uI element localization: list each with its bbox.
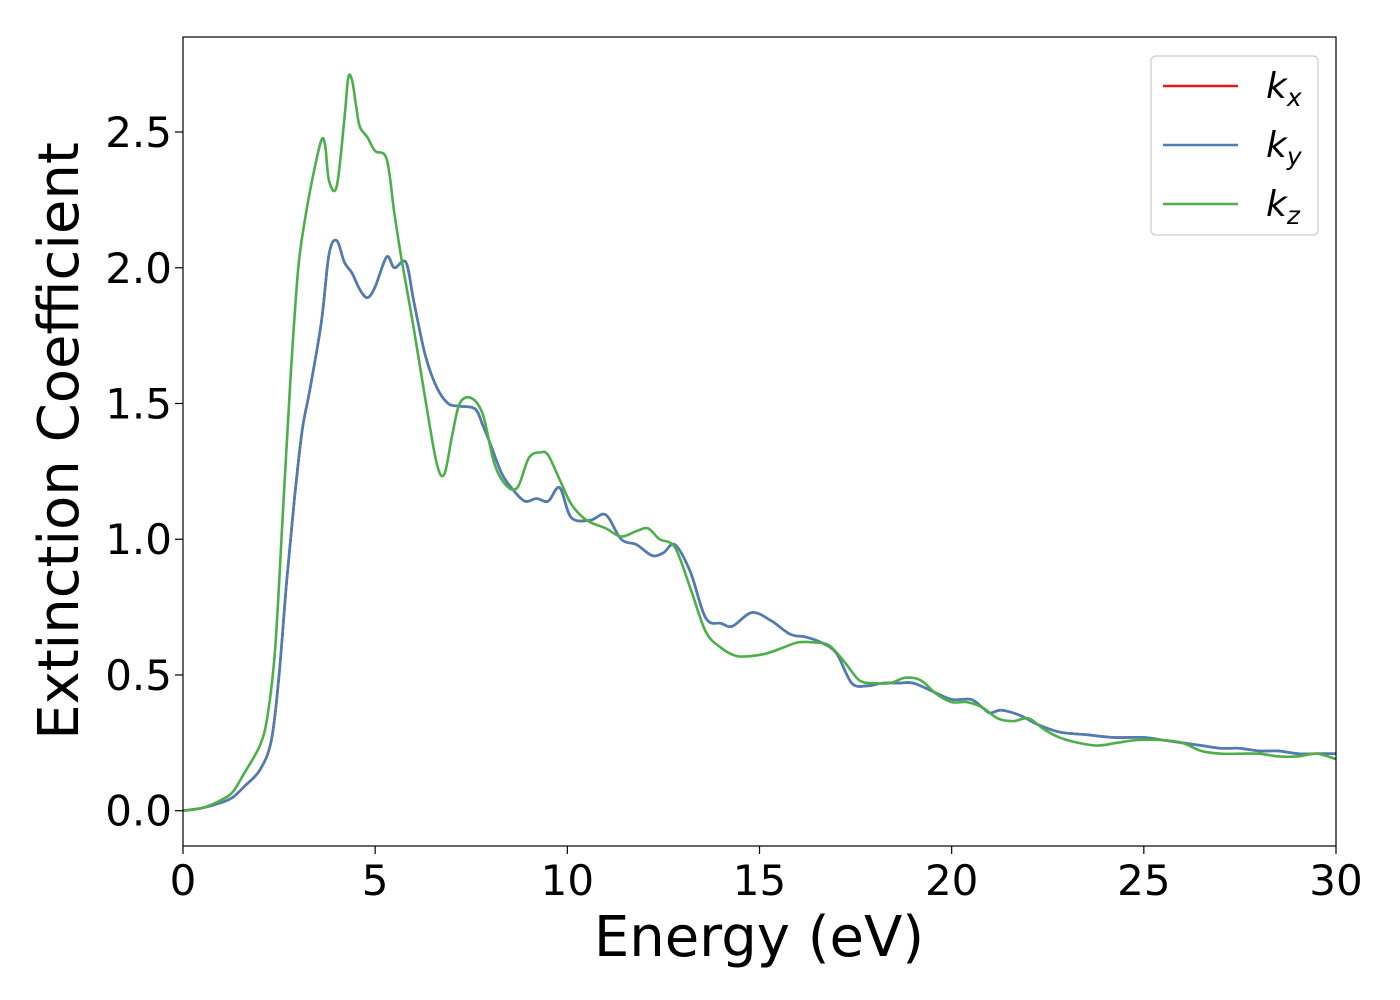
y-tick-label: 2.5 bbox=[105, 108, 172, 157]
x-tick-label: 5 bbox=[362, 856, 389, 905]
y-tick-label: 2.0 bbox=[105, 244, 172, 293]
y-tick-label: 0.0 bbox=[105, 787, 172, 836]
x-axis-label: Energy (eV) bbox=[594, 905, 924, 970]
legend-label: kz bbox=[1266, 184, 1301, 230]
series-line-k-z bbox=[183, 73, 1336, 813]
series-layer bbox=[183, 73, 1336, 813]
y-tick-label: 1.0 bbox=[105, 515, 172, 564]
x-tick-label: 0 bbox=[170, 856, 197, 905]
y-axis-label: Extinction Coefficient bbox=[27, 142, 92, 740]
y-tick-label: 0.5 bbox=[105, 651, 172, 700]
x-tick-label: 30 bbox=[1309, 856, 1362, 905]
series-line-k-y bbox=[183, 238, 1336, 813]
x-axis-ticks: 0 5 10 15 20 25 30 bbox=[170, 846, 1363, 905]
y-tick-label: 1.5 bbox=[105, 379, 172, 428]
legend: kx ky kz bbox=[1150, 55, 1319, 236]
legend-label: ky bbox=[1266, 125, 1303, 171]
y-axis-ticks: 0.0 0.5 1.0 1.5 2.0 2.5 bbox=[105, 108, 183, 836]
x-tick-label: 10 bbox=[541, 856, 594, 905]
x-tick-label: 20 bbox=[925, 856, 978, 905]
x-tick-label: 25 bbox=[1117, 856, 1170, 905]
x-tick-label: 15 bbox=[733, 856, 786, 905]
legend-label: kx bbox=[1266, 66, 1302, 112]
plot-area bbox=[183, 37, 1336, 846]
